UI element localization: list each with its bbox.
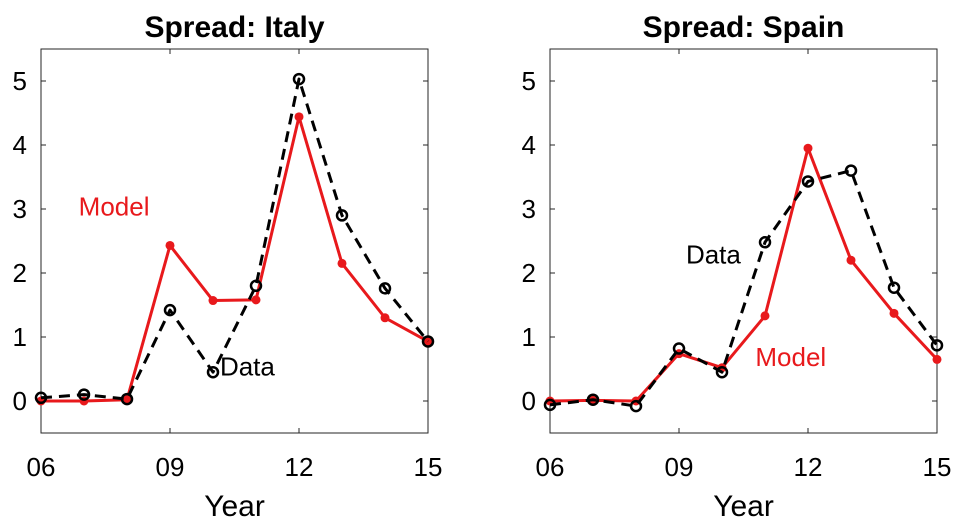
x-tick-label: 06: [27, 452, 56, 482]
x-axis-label: Year: [713, 490, 774, 523]
y-tick-label: 4: [522, 130, 536, 160]
x-tick-label: 15: [923, 452, 952, 482]
data-point-model: [294, 112, 304, 122]
data-point-data: [801, 175, 815, 188]
data-point-model: [760, 311, 770, 321]
y-tick-label: 1: [13, 322, 27, 352]
x-tick-label: 12: [285, 452, 314, 482]
data-point-data: [672, 342, 686, 355]
data-point-model: [208, 296, 218, 306]
data-point-data: [543, 398, 557, 412]
y-tick-label: 2: [522, 258, 536, 288]
x-tick-label: 15: [414, 452, 443, 482]
data-point-data: [421, 335, 435, 348]
data-point-model: [337, 258, 347, 268]
data-point-model: [889, 308, 899, 318]
annotation-model: Model: [755, 342, 826, 372]
data-point-model: [165, 240, 175, 250]
data-point-data: [887, 281, 901, 294]
data-point-model: [803, 143, 813, 153]
y-tick-label: 3: [522, 194, 536, 224]
y-tick-label: 5: [522, 66, 536, 96]
data-point-model: [932, 354, 942, 364]
y-tick-label: 4: [13, 130, 27, 160]
series-line-model: [549, 146, 939, 403]
x-tick-label: 09: [665, 452, 694, 482]
y-tick-label: 2: [13, 258, 27, 288]
x-axis-label: Year: [204, 490, 265, 523]
data-point-model: [380, 313, 390, 323]
annotation-data: Data: [686, 239, 741, 269]
data-point-data: [586, 393, 600, 406]
data-point-data: [335, 209, 349, 222]
y-tick-label: 5: [13, 66, 27, 96]
data-point-data: [77, 388, 91, 401]
data-point-data: [249, 279, 263, 293]
data-point-data: [34, 391, 48, 405]
data-point-data: [378, 282, 392, 295]
chart-title: Spread: Spain: [643, 11, 845, 44]
data-point-data: [715, 365, 729, 379]
chart-title: Spread: Italy: [144, 11, 324, 44]
y-tick-label: 1: [522, 322, 536, 352]
annotation-data: Data: [220, 351, 275, 381]
y-tick-label: 3: [13, 194, 27, 224]
y-tick-label: 0: [522, 386, 536, 416]
x-tick-label: 06: [536, 452, 565, 482]
series-line-data: [40, 77, 430, 401]
annotation-model: Model: [79, 191, 150, 221]
data-point-data: [292, 72, 306, 86]
series-line-data: [549, 169, 939, 408]
plot-frame: [549, 48, 938, 434]
data-point-data: [206, 365, 220, 379]
series-line-model: [41, 115, 429, 403]
data-point-data: [629, 399, 643, 413]
data-point-model: [251, 295, 261, 305]
data-point-data: [930, 339, 944, 352]
data-point-model: [846, 255, 856, 265]
data-point-model: [122, 395, 132, 405]
y-tick-label: 0: [13, 386, 27, 416]
x-tick-label: 12: [794, 452, 823, 482]
x-tick-label: 09: [156, 452, 185, 482]
plot-frame: [40, 48, 429, 434]
data-point-data: [120, 392, 134, 406]
data-point-data: [844, 164, 858, 177]
data-point-data: [163, 303, 177, 317]
data-point-data: [758, 236, 772, 249]
